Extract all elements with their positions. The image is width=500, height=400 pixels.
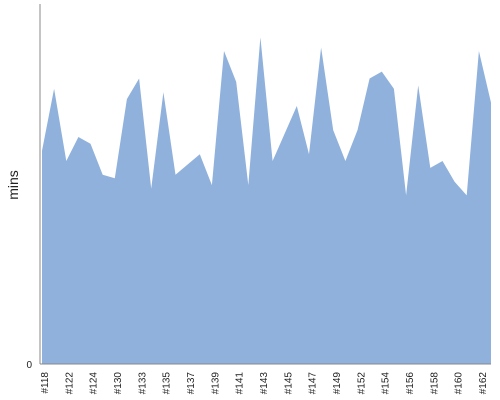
series-area: [42, 37, 491, 364]
x-tick-label: #118: [40, 372, 51, 394]
x-tick-label: #133: [137, 372, 148, 395]
plot-area: [42, 37, 491, 364]
x-tick-label: #130: [113, 372, 124, 395]
x-tick-label: #156: [405, 372, 416, 395]
x-tick-label: #143: [259, 372, 270, 395]
x-tick-label: #149: [332, 372, 343, 395]
x-tick-label: #137: [186, 372, 197, 395]
x-tick-label: #154: [381, 372, 392, 395]
x-tick-label: #158: [429, 372, 440, 395]
x-tick-label: #124: [89, 372, 100, 395]
x-tick-label: #160: [454, 372, 465, 395]
x-tick-label: #147: [308, 372, 319, 395]
x-tick-label: #122: [64, 372, 75, 395]
x-tick-label: #135: [162, 372, 173, 395]
x-tick-label: #152: [356, 372, 367, 395]
y-axis-title: mins: [5, 170, 21, 200]
x-tick-label: #145: [283, 372, 294, 395]
x-tick-label: #141: [235, 372, 246, 395]
y-tick-label-0: 0: [26, 360, 32, 371]
x-tick-label: #162: [478, 372, 489, 395]
x-tick-label: #139: [210, 372, 221, 395]
x-axis-ticks: #118 #122 #124 #130 #133 #135 #137 #139 #141 #143…: [40, 372, 489, 395]
